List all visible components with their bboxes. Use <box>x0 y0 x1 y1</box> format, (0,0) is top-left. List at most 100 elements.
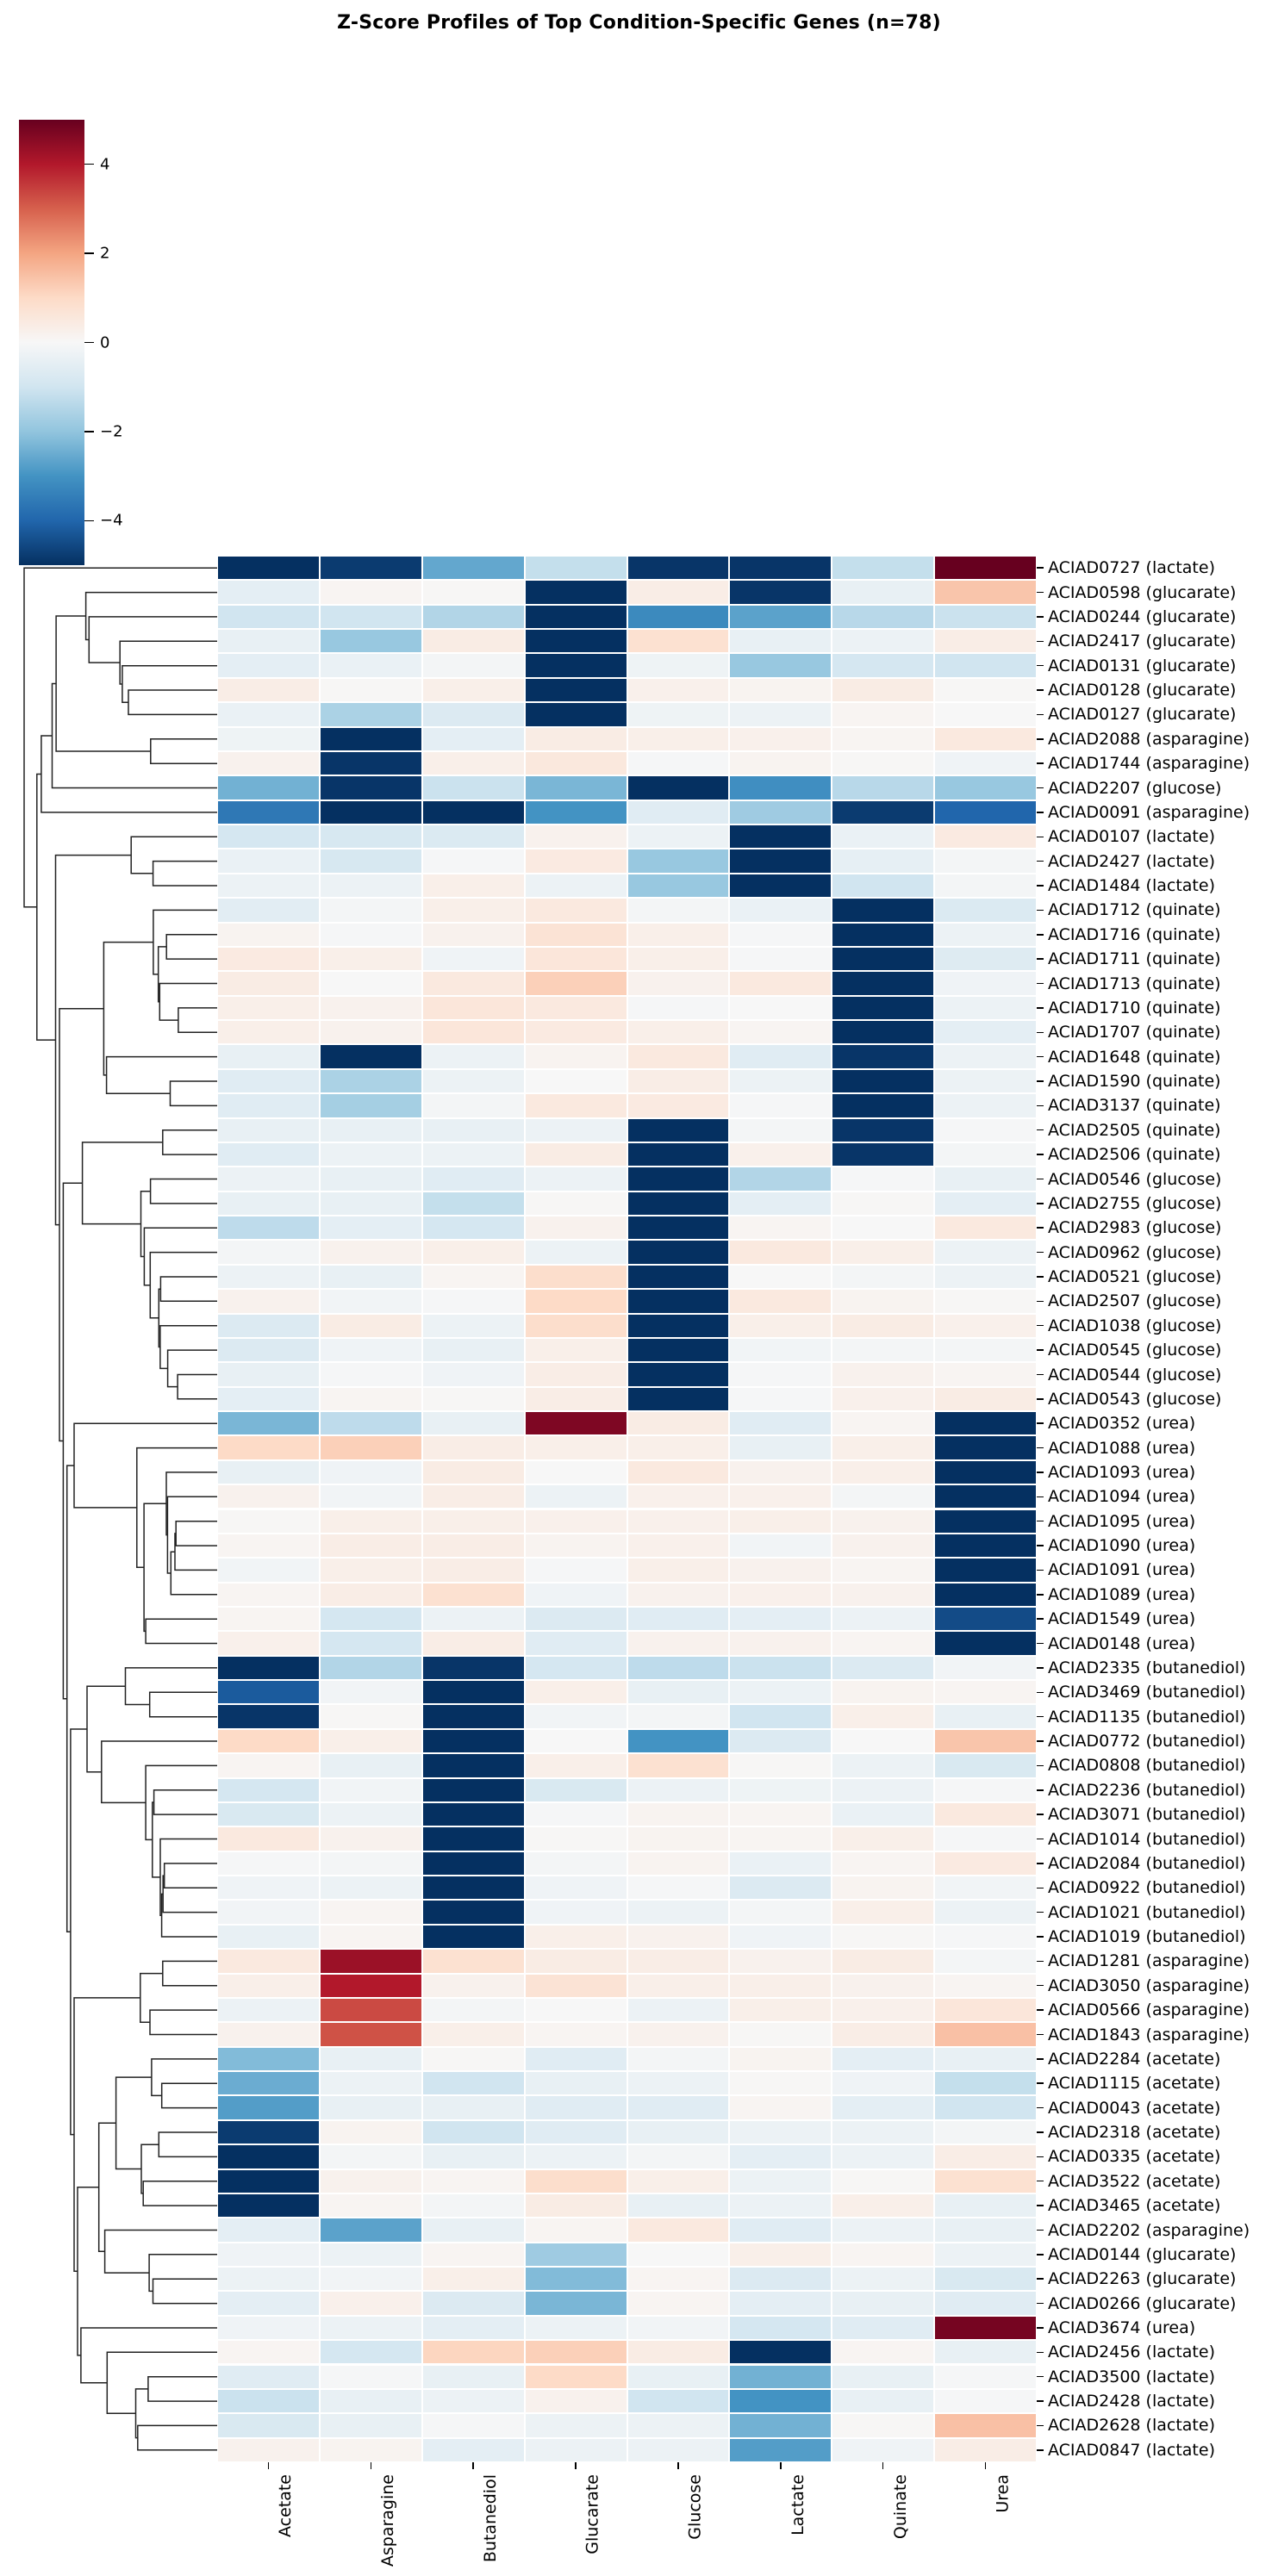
heatmap-cell <box>832 800 935 825</box>
heatmap-cell <box>524 629 627 654</box>
heatmap-cell <box>627 2340 730 2365</box>
heatmap-cell <box>524 2413 627 2438</box>
row-label: ACIAD3522 (acetate) <box>1048 2171 1221 2191</box>
heatmap-cell <box>832 1484 935 1509</box>
heatmap-cell <box>421 1117 525 1142</box>
row-label: ACIAD0091 (asparagine) <box>1048 802 1250 822</box>
row-tick <box>1037 2033 1044 2036</box>
heatmap-cell <box>319 2242 422 2267</box>
heatmap-cell <box>627 1240 730 1265</box>
dendrogram-link <box>148 2254 217 2293</box>
heatmap-cell <box>421 677 525 703</box>
row-label: ACIAD1843 (asparagine) <box>1048 2025 1250 2044</box>
heatmap-cell <box>524 800 627 825</box>
heatmap-cell <box>421 946 525 972</box>
heatmap-cell <box>832 2046 935 2072</box>
heatmap-cell <box>421 2267 525 2292</box>
row-label: ACIAD2506 (quinate) <box>1048 1145 1221 1165</box>
heatmap-cell <box>319 653 422 678</box>
dendrogram-link <box>153 1789 217 1815</box>
row-tick <box>1037 1960 1044 1963</box>
heatmap-cell <box>729 1117 832 1142</box>
heatmap-cell <box>832 1435 935 1460</box>
heatmap-cell <box>217 1264 320 1290</box>
heatmap-cell <box>729 2144 832 2169</box>
heatmap-cell <box>421 775 525 800</box>
heatmap-cell <box>627 1142 730 1167</box>
heatmap-cell <box>832 1020 935 1045</box>
heatmap-cell <box>729 2168 832 2193</box>
heatmap-cell <box>319 1680 422 1705</box>
heatmap-cell <box>524 580 627 605</box>
row-label: ACIAD3071 (butanediol) <box>1048 1805 1246 1825</box>
heatmap-cell <box>217 1386 320 1411</box>
heatmap-cell <box>729 1704 832 1729</box>
heatmap-cell <box>832 2267 935 2292</box>
heatmap-cell <box>729 1655 832 1681</box>
row-tick <box>1037 1863 1044 1864</box>
heatmap-cell <box>421 1289 525 1314</box>
heatmap-cell <box>319 1973 422 1998</box>
row-tick <box>1037 934 1044 936</box>
heatmap-cell <box>319 2437 422 2462</box>
heatmap-cell <box>217 1020 320 1045</box>
row-label: ACIAD2084 (butanediol) <box>1048 1853 1246 1873</box>
row-tick <box>1037 1520 1044 1522</box>
heatmap-cell <box>729 1558 832 1583</box>
heatmap-cell <box>421 1191 525 1216</box>
heatmap-cell <box>217 604 320 630</box>
heatmap-cell <box>729 800 832 825</box>
dendrogram-link <box>59 1008 104 1442</box>
row-tick <box>1037 1715 1044 1718</box>
dendrogram-link <box>140 2144 159 2194</box>
heatmap-cell <box>729 1386 832 1411</box>
heatmap-cell <box>319 1435 422 1460</box>
heatmap-cell <box>524 1313 627 1338</box>
heatmap-cell <box>934 2242 1037 2267</box>
heatmap-cell <box>832 2291 935 2316</box>
heatmap-cell <box>934 2168 1037 2193</box>
heatmap-cell <box>524 2364 627 2389</box>
heatmap-cell <box>934 1068 1037 1094</box>
dendrogram-link <box>55 615 151 752</box>
heatmap-cell <box>729 1289 832 1314</box>
heatmap-cell <box>421 1997 525 2023</box>
heatmap-cell <box>524 971 627 996</box>
heatmap-cell <box>729 1533 832 1559</box>
row-label: ACIAD1281 (asparagine) <box>1048 1951 1250 1971</box>
row-label: ACIAD3465 (acetate) <box>1048 2196 1221 2216</box>
heatmap-cell <box>934 1801 1037 1827</box>
heatmap-cell <box>421 1900 525 1925</box>
colorbar-tick-label: 2 <box>100 244 110 263</box>
row-label: ACIAD1095 (urea) <box>1048 1511 1196 1531</box>
row-tick <box>1037 1104 1044 1107</box>
heatmap-cell <box>832 556 935 581</box>
colorbar-tick <box>84 341 94 344</box>
heatmap-cell <box>934 1337 1037 1363</box>
heatmap-cell <box>627 1704 730 1729</box>
row-tick <box>1037 1667 1044 1669</box>
heatmap-cell <box>319 1167 422 1192</box>
heatmap-cell <box>217 2364 320 2389</box>
heatmap-cell <box>832 2218 935 2243</box>
heatmap-cell <box>319 1900 422 1925</box>
row-tick <box>1037 1789 1044 1791</box>
row-label: ACIAD2755 (glucose) <box>1048 1193 1222 1213</box>
heatmap-cell <box>217 2119 320 2145</box>
heatmap-cell <box>729 580 832 605</box>
heatmap-cell <box>319 1117 422 1142</box>
heatmap-cell <box>524 1386 627 1411</box>
heatmap-cell <box>729 2119 832 2145</box>
heatmap-cell <box>934 2193 1037 2218</box>
dendrogram-link <box>36 773 56 1041</box>
heatmap-cell <box>217 1777 320 1802</box>
heatmap-cell <box>934 2218 1037 2243</box>
heatmap-cell <box>627 2267 730 2292</box>
heatmap-cell <box>421 922 525 947</box>
heatmap-cell <box>627 1191 730 1216</box>
heatmap-cell <box>524 1631 627 1656</box>
heatmap-cell <box>217 898 320 923</box>
col-tick <box>882 2462 884 2469</box>
heatmap-cell <box>832 1973 935 1998</box>
heatmap-cell <box>217 1851 320 1876</box>
